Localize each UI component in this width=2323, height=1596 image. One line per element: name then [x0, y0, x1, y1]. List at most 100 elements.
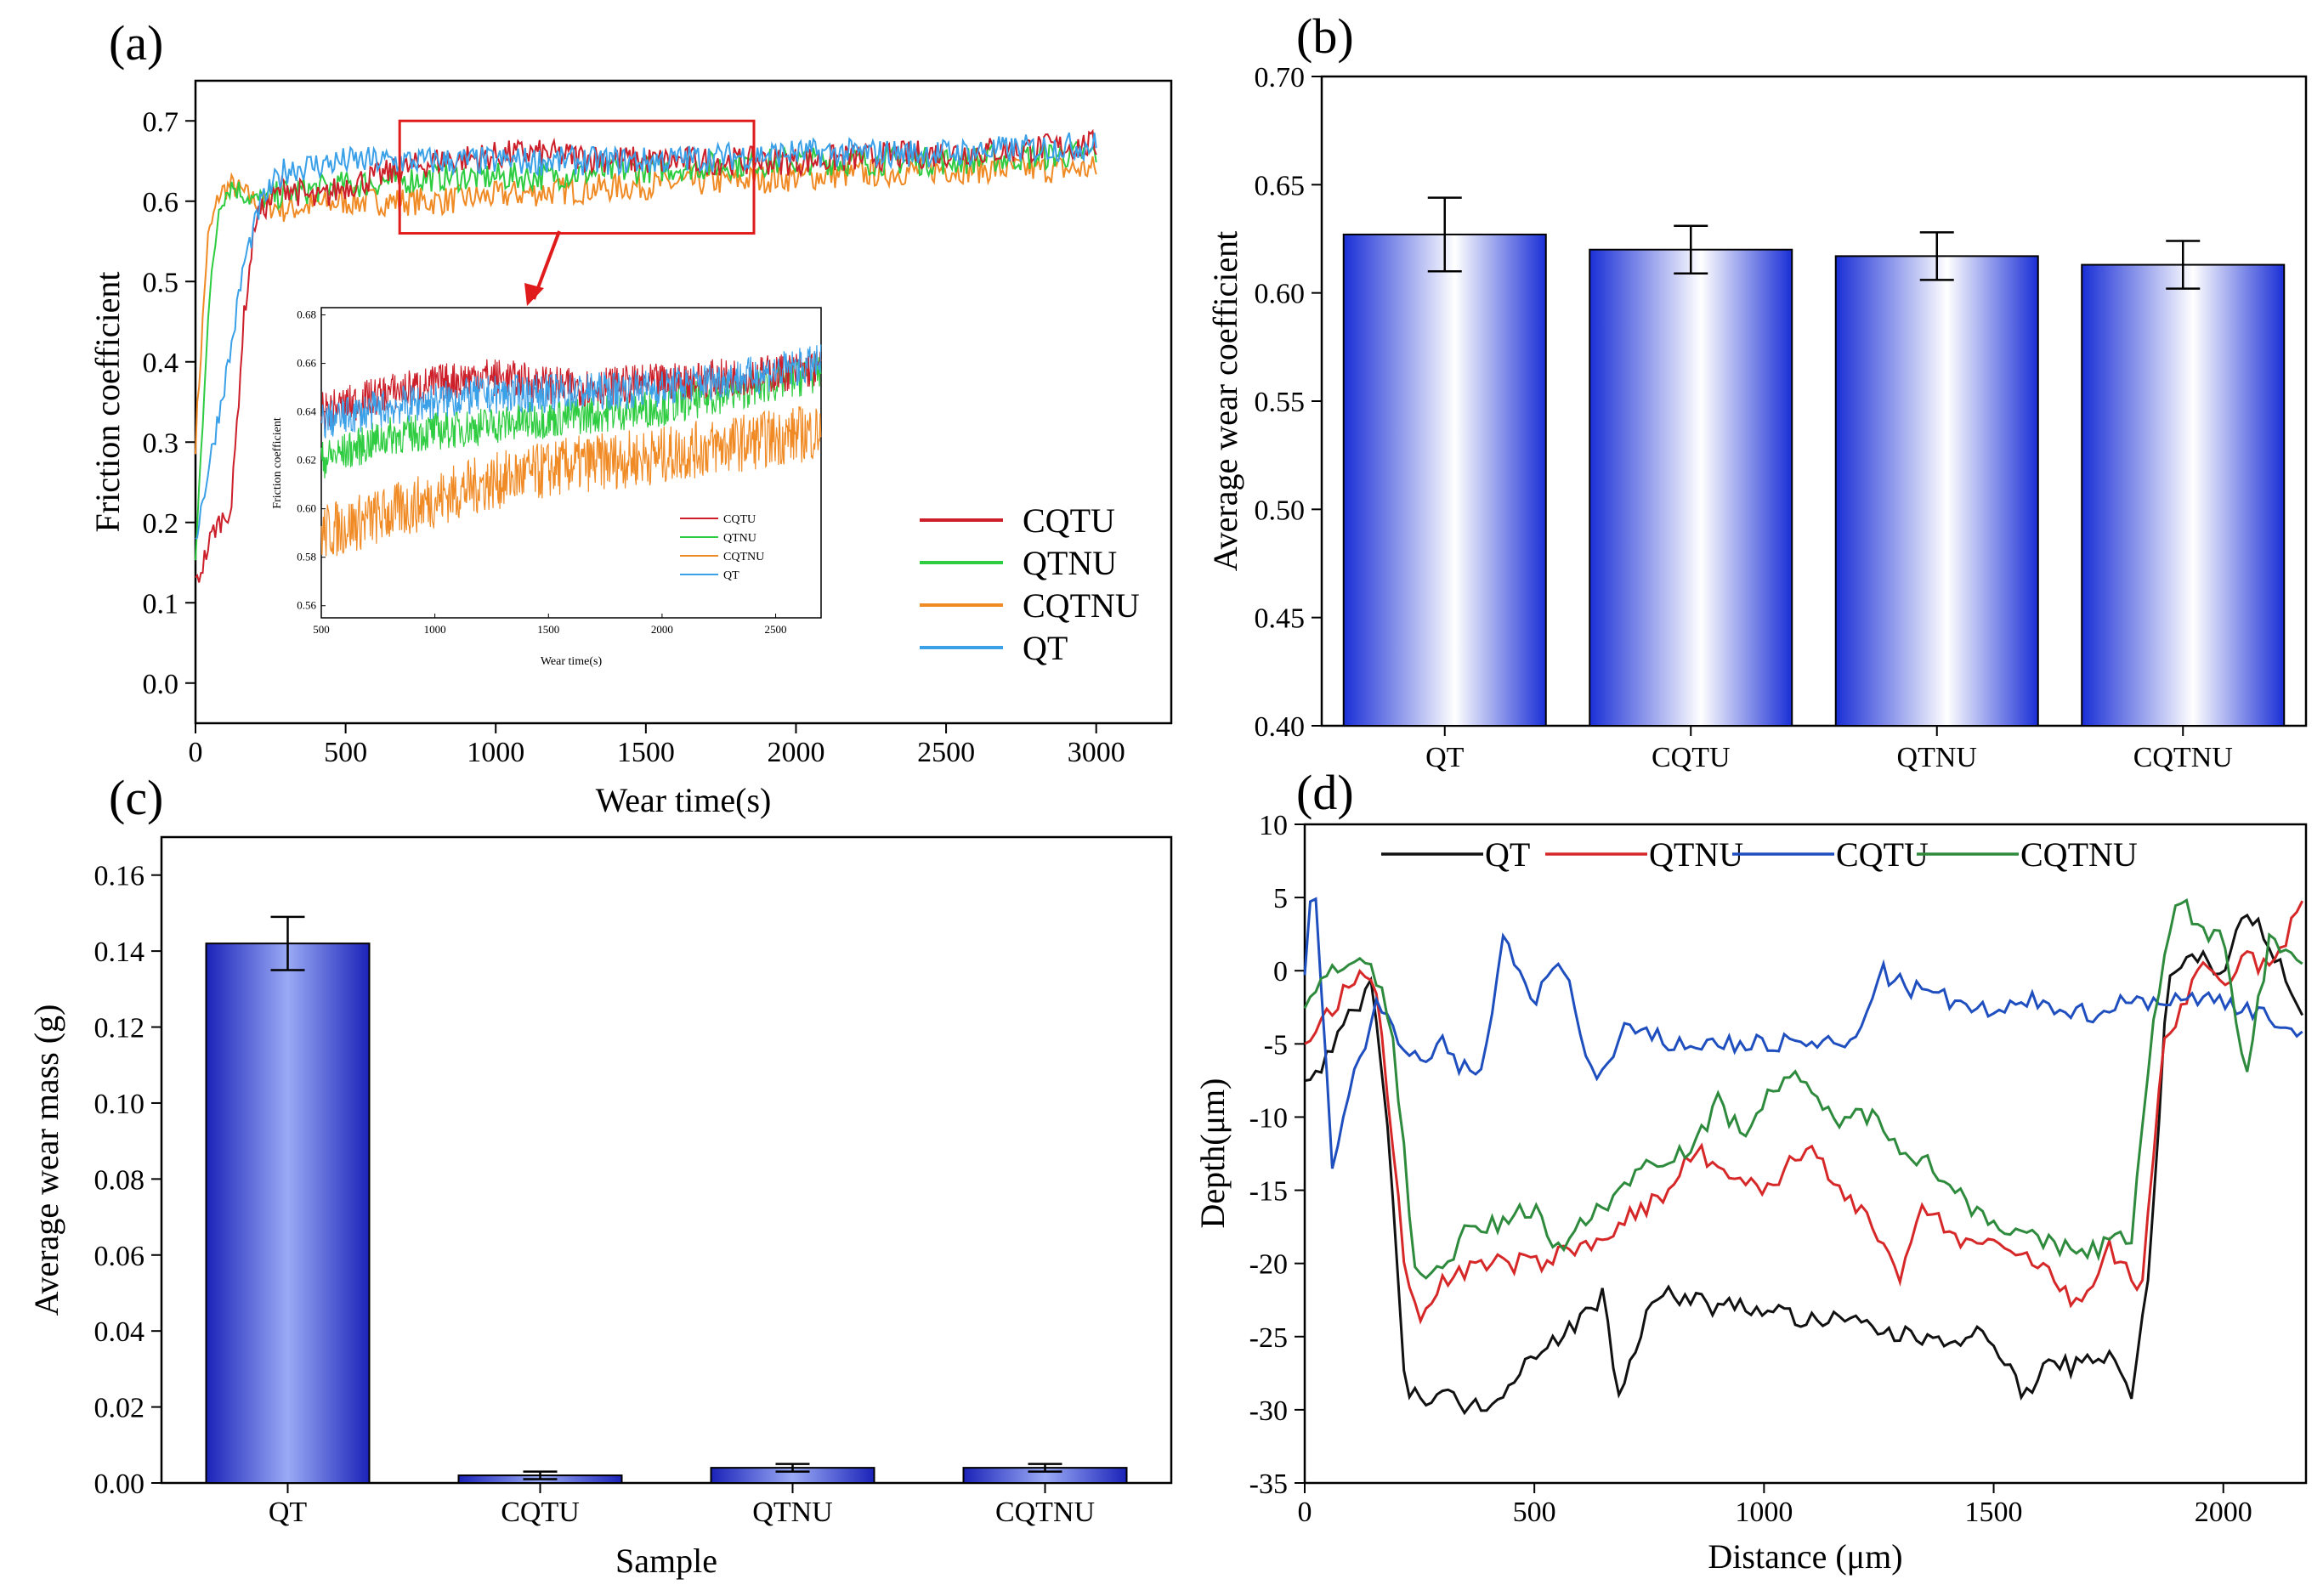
panel-b-category-label: CQTU [1652, 742, 1731, 773]
inset-ytick-label: 0.60 [297, 502, 316, 515]
panel-c-ytick-label: 0.16 [94, 861, 145, 892]
panel-label-a: (a) [109, 15, 163, 71]
inset-ytick-label: 0.62 [297, 454, 316, 467]
panel-d-lines [1303, 897, 2304, 1416]
panel-d-ytick-label: -10 [1249, 1102, 1288, 1134]
panel-c-ytick-label: 0.02 [94, 1393, 145, 1424]
panel-c-ylabel: Average wear mass (g) [27, 1005, 65, 1316]
panel-a-ylabel: Friction coefficient [88, 272, 127, 533]
panel-c-ytick-label: 0.12 [94, 1013, 145, 1044]
inset-xtick-label: 1000 [424, 623, 446, 636]
panel-a-legend-label: QTNU [1023, 544, 1117, 582]
inset-legend-label: QT [723, 569, 739, 582]
panel-d-legend-label: QTNU [1649, 835, 1743, 874]
inset-legend: CQTU QTNU CQTNU QT [680, 513, 764, 582]
panel-a-ytick-label: 0.4 [143, 348, 179, 379]
panel-label-d: (d) [1296, 765, 1354, 820]
panel-d-legend-label: QT [1485, 835, 1530, 874]
panel-a-legend-label: QT [1023, 629, 1068, 667]
panel-c-ytick-label: 0.06 [94, 1241, 145, 1272]
panel-b-category-label: QT [1425, 742, 1465, 773]
inset-ytick-label: 0.64 [297, 405, 316, 418]
panel-c-yticks: 0.00 0.02 0.04 0.06 0.08 0.10 0.12 0.14 0.16 [94, 861, 161, 1500]
panel-a-xticks: 0 500 1000 1500 2000 2500 3000 [189, 723, 1125, 768]
panel-c-xlabel: Sample [615, 1542, 717, 1580]
panel-b-yticks: 0.40 0.45 0.50 0.55 0.60 0.65 0.70 [1255, 62, 1322, 743]
panel-b: 0.40 0.45 0.50 0.55 0.60 0.65 0.70 QT CQTU QTNU C… [1206, 62, 2308, 773]
inset-xtick-label: 2500 [765, 623, 787, 636]
panel-a-ytick-label: 0.0 [143, 669, 179, 700]
panel-d-frame [1303, 823, 2308, 1485]
inset-series-line [320, 354, 822, 478]
panel-b-ytick-label: 0.60 [1255, 279, 1306, 310]
panel-a-xtick-label: 1500 [617, 737, 675, 768]
panel-d-series-line [1304, 913, 2304, 1416]
panel-c-category-label: CQTNU [995, 1497, 1095, 1528]
panel-b-bar [1342, 233, 1547, 727]
panel-b-ytick-label: 0.45 [1255, 603, 1306, 635]
panel-d-ytick-label: -15 [1249, 1176, 1288, 1208]
panel-a-ytick-label: 0.3 [143, 427, 179, 459]
panel-b-category-label: CQTNU [2133, 742, 2233, 773]
zoom-arrow-head [524, 283, 544, 306]
panel-b-ylabel: Average wear coefficient [1206, 231, 1244, 572]
panel-d-xtick-label: 1500 [1965, 1497, 2023, 1528]
panel-d-legend: QT QTNU CQTU CQTNU [1381, 835, 2138, 874]
panel-c-bars: QT CQTU QTNU CQTNU [205, 915, 1128, 1528]
inset-ytick-label: 0.68 [297, 308, 316, 321]
panel-a: 0 500 1000 1500 2000 2500 3000 0.0 0.1 0.2 0.3 0.4… [88, 79, 1173, 819]
panel-a-lines [195, 128, 1097, 583]
panel-d: 0 500 1000 1500 2000 10 5 0 -5 -10 -15 -20 -25 -30 -3… [1193, 810, 2308, 1576]
panel-d-ylabel: Depth(μm) [1193, 1078, 1232, 1229]
panel-d-yticks: 10 5 0 -5 -10 -15 -20 -25 -30 -35 [1249, 810, 1305, 1500]
panel-a-ytick-label: 0.6 [143, 187, 179, 218]
panel-c: 0.00 0.02 0.04 0.06 0.08 0.10 0.12 0.14 0.16 QT C… [27, 835, 1173, 1580]
panel-d-xtick-label: 0 [1298, 1497, 1312, 1528]
zoom-box [398, 119, 756, 235]
panel-d-series-line [1303, 897, 2303, 1280]
panel-a-xlabel: Wear time(s) [596, 781, 772, 819]
inset-xticks: 500 1000 1500 2000 2500 [313, 614, 787, 636]
panel-d-xlabel: Distance (μm) [1708, 1537, 1902, 1576]
panel-a-xtick-label: 2000 [767, 737, 824, 768]
panel-d-ytick-label: 10 [1259, 810, 1288, 841]
panel-d-ytick-label: -20 [1249, 1249, 1288, 1281]
inset-xlabel: Wear time(s) [541, 655, 603, 668]
inset-ytick-label: 0.58 [297, 551, 316, 563]
inset-legend-label: CQTU [723, 513, 756, 526]
inset-series-line [320, 405, 822, 557]
inset-chart: 500 1000 1500 2000 2500 0.56 0.58 0.60 0.62 0.64… [271, 307, 822, 668]
panel-c-frame [160, 835, 1173, 1485]
panel-a-series-line [195, 154, 1097, 455]
panel-c-category-label: QTNU [752, 1497, 832, 1528]
panel-a-legend-label: CQTNU [1023, 586, 1140, 625]
inset-xtick-label: 500 [313, 623, 330, 636]
inset-ylabel: Friction coefficient [271, 417, 284, 509]
inset-ytick-label: 0.56 [297, 599, 316, 612]
inset-ytick-label: 0.66 [297, 357, 316, 370]
inset-lines [320, 344, 822, 557]
panel-d-ytick-label: -30 [1249, 1395, 1288, 1427]
panel-b-bar [1589, 248, 1793, 727]
panel-a-series-line [195, 140, 1097, 561]
panel-a-ytick-label: 0.7 [143, 106, 179, 138]
panel-b-ytick-label: 0.65 [1255, 170, 1306, 201]
inset-legend-label: CQTNU [723, 551, 764, 563]
panel-c-ytick-label: 0.14 [94, 937, 145, 968]
panel-d-xtick-label: 1000 [1735, 1497, 1793, 1528]
panel-a-ytick-label: 0.1 [143, 588, 179, 620]
panel-a-legend-label: CQTU [1023, 501, 1115, 540]
panel-a-frame [194, 79, 1173, 725]
panel-a-xtick-label: 500 [324, 737, 367, 768]
panel-d-ytick-label: -5 [1264, 1029, 1288, 1061]
panel-c-category-label: CQTU [501, 1497, 580, 1528]
panel-label-b: (b) [1296, 8, 1354, 64]
panel-c-ytick-label: 0.10 [94, 1089, 145, 1120]
inset-xtick-label: 1500 [537, 623, 559, 636]
panel-d-xticks: 0 500 1000 1500 2000 [1298, 1483, 2252, 1528]
panel-a-series-line [195, 132, 1097, 540]
panel-a-xtick-label: 1000 [467, 737, 524, 768]
inset-xtick-label: 2000 [651, 623, 673, 636]
panel-b-category-label: QTNU [1897, 742, 1977, 773]
